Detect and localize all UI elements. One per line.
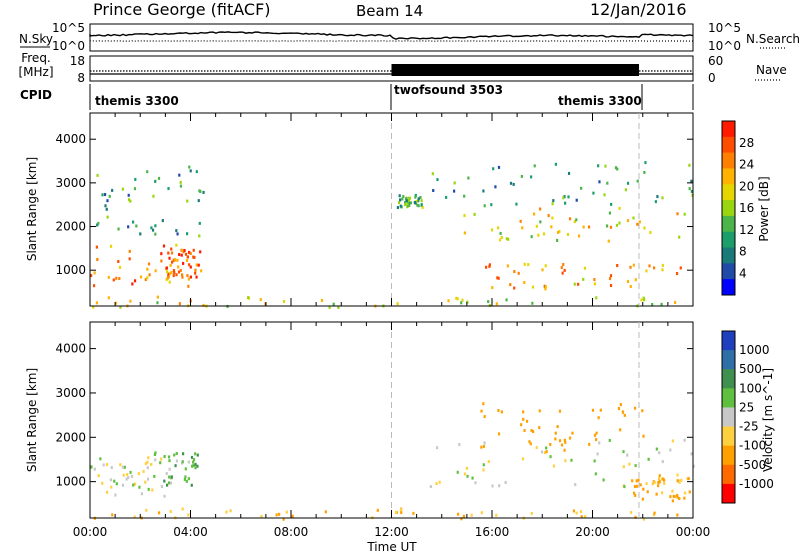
y-tick-label: 3000 — [55, 176, 86, 190]
velocity-panel-scatter-region — [153, 451, 199, 489]
velocity-panel-scatter-region — [93, 507, 679, 521]
colorbar-tick-label: 4 — [739, 266, 747, 280]
cpid-segment-2: twofsound 3503 — [394, 83, 503, 97]
colorbar-tick-label: 16 — [739, 201, 754, 215]
power-panel-scatter-region — [485, 262, 682, 291]
plot-title: Prince George (fitACF) — [93, 0, 271, 19]
y-tick-label: 1000 — [55, 475, 86, 489]
date-label: 12/Jan/2016 — [590, 0, 687, 19]
power-panel-scatter-region — [96, 165, 205, 238]
x-tick-label: 16:00 — [475, 525, 510, 539]
freq-left-tick-bottom: 8 — [77, 71, 85, 85]
power-panel-scatter-region — [92, 295, 677, 309]
velocity-panel-scatter-region — [429, 438, 695, 489]
cpid-segment-1: themis 3300 — [95, 94, 179, 108]
x-tick-label: 04:00 — [173, 525, 208, 539]
cpid-label: CPID — [20, 88, 52, 102]
freq-left-label-2: [MHz] — [18, 65, 53, 79]
y-tick-label: 2000 — [55, 220, 86, 234]
colorbar-tick-label: 28 — [739, 136, 754, 150]
power-panel-scatter-region — [463, 206, 686, 243]
colorbar-tick-label: -1000 — [739, 477, 774, 491]
x-tick-label: 20:00 — [575, 525, 610, 539]
x-tick-label: 08:00 — [274, 525, 309, 539]
freq-right-tick-bottom: 0 — [708, 71, 716, 85]
noise-left-tick-top: 10^5 — [52, 21, 85, 35]
noise-left-tick-bottom: 10^0 — [52, 39, 85, 53]
colorbar-tick-label: -500 — [739, 458, 766, 472]
colorbar-tick-label: 20 — [739, 179, 754, 193]
colorbar-tick-label: -25 — [739, 420, 759, 434]
power-panel-scatter-region — [165, 248, 203, 281]
power-panel-ylabel: Slant Range [km] — [25, 157, 39, 261]
noise-right-tick-bottom: 10^0 — [708, 39, 741, 53]
freq-left-label-1: Freq. — [21, 51, 51, 65]
y-tick-label: 3000 — [55, 386, 86, 400]
velocity-panel-ylabel: Slant Range [km] — [25, 368, 39, 472]
noise-panel: N.Sky 10^5 10^0 10^5 10^0 N.Search — [19, 21, 800, 53]
velocity-panel-scatter-region — [90, 455, 166, 498]
noise-left-label: N.Sky — [19, 32, 53, 46]
y-tick-label: 4000 — [55, 342, 86, 356]
nave-label: Nave — [756, 63, 787, 77]
beam-label: Beam 14 — [356, 2, 424, 20]
x-tick-label: 00:00 — [676, 525, 711, 539]
y-tick-label: 2000 — [55, 430, 86, 444]
colorbar-tick-label: 100 — [739, 381, 762, 395]
velocity-panel-scatter-region — [631, 473, 691, 503]
power-panel-scatter-region — [431, 161, 694, 208]
colorbar-tick-label: -100 — [739, 439, 766, 453]
freq-right-tick-top: 60 — [708, 54, 723, 68]
cpid-panel: CPID themis 3300 twofsound 3503 themis 3… — [20, 83, 694, 110]
colorbar-tick-label: 24 — [739, 158, 754, 172]
noise-sky-line — [89, 31, 694, 40]
velocity-colorbar-label: Velocity [m s^-1] — [761, 368, 775, 472]
power-colorbar-label: Power [dB] — [757, 176, 771, 241]
power-panel-scatter-region — [90, 243, 190, 288]
noise-right-label: N.Search — [746, 32, 800, 46]
velocity-panel-scatter-region — [480, 402, 645, 454]
freq-left-tick-top: 18 — [70, 54, 85, 68]
power-panel-scatter-region — [396, 193, 424, 210]
velocity-colorbar: 1000 500 100 25 -25 -100 -500 -1000 — [721, 330, 774, 504]
noise-right-tick-top: 10^5 — [708, 21, 741, 35]
cpid-segment-3: themis 3300 — [558, 94, 642, 108]
power-colorbar: 28 24 20 16 12 8 4 — [721, 120, 754, 296]
x-tick-label: 12:00 — [374, 525, 409, 539]
colorbar-tick-label: 1000 — [739, 343, 770, 357]
x-tick-label: 00:00 — [73, 525, 108, 539]
velocity-panel-frame — [89, 321, 694, 519]
colorbar-tick-label: 25 — [739, 400, 754, 414]
frequency-panel: Freq. [MHz] 18 8 60 0 Nave — [18, 51, 786, 85]
y-tick-label: 1000 — [55, 263, 86, 277]
x-axis-label: Time UT — [366, 540, 417, 554]
nave-bar — [391, 64, 639, 76]
colorbar-tick-label: 8 — [739, 245, 747, 259]
y-tick-label: 4000 — [55, 132, 86, 146]
colorbar-tick-label: 12 — [739, 223, 754, 237]
colorbar-tick-label: 500 — [739, 362, 762, 376]
